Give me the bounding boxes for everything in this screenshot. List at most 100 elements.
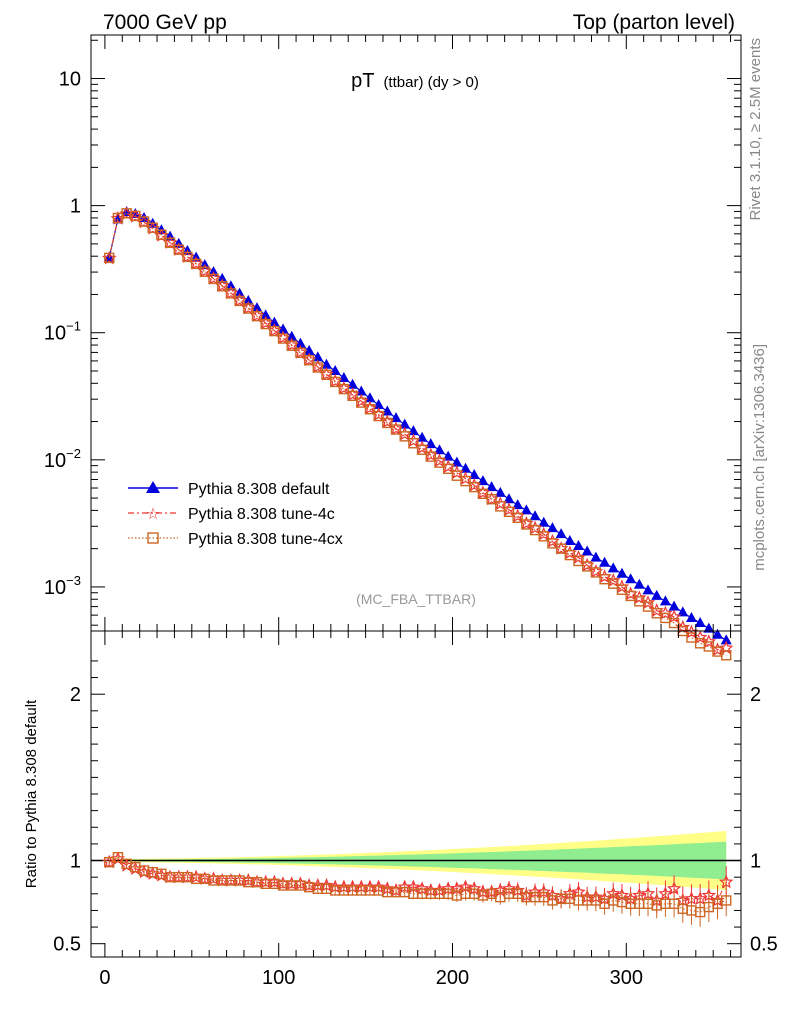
x-tick-label: 0 <box>99 967 110 989</box>
main-point-2 <box>547 538 558 549</box>
mcplots-label: mcplots.cern.ch [arXiv:1306.3436] <box>751 344 768 571</box>
main-point-0 <box>581 545 593 556</box>
main-point-2 <box>217 281 228 292</box>
x-tick-label: 300 <box>610 967 643 989</box>
main-point-2 <box>269 325 280 337</box>
legend-label-tune4c: Pythia 8.308 tune-4c <box>188 506 335 523</box>
main-point-2 <box>538 531 549 542</box>
main-point-0 <box>294 337 306 348</box>
ratio-y-tick-label-right: 0.5 <box>750 934 778 956</box>
main-point-0 <box>607 562 619 573</box>
main-point-2 <box>260 318 271 330</box>
main-point-2 <box>277 333 289 344</box>
main-point-0 <box>668 600 680 611</box>
main-point-0 <box>216 272 228 283</box>
main-point-2 <box>616 584 628 595</box>
ratio-y-axis-label: Ratio to Pythia 8.308 default <box>23 699 40 888</box>
main-point-2 <box>590 567 602 578</box>
main-point-0 <box>590 551 602 562</box>
main-point-2 <box>521 519 532 530</box>
x-tick-label: 200 <box>436 967 469 989</box>
main-point-2 <box>173 244 184 255</box>
main-point-2 <box>416 444 428 455</box>
ratio-point-1 <box>112 852 124 863</box>
main-point-0 <box>460 462 472 473</box>
main-point-2 <box>469 481 480 493</box>
main-point-2 <box>390 424 402 435</box>
main-point-2 <box>164 237 176 248</box>
main-point-2 <box>642 601 654 612</box>
main-point-2 <box>234 295 245 307</box>
main-point-0 <box>494 486 506 497</box>
legend-label-default: Pythia 8.308 default <box>188 481 330 498</box>
main-point-2 <box>477 488 489 500</box>
main-point-2 <box>451 470 463 481</box>
main-point-0 <box>399 418 411 429</box>
main-point-2 <box>364 404 376 415</box>
main-point-2 <box>182 251 193 263</box>
main-point-0 <box>712 628 724 639</box>
legend-item-default: Pythia 8.308 default <box>128 481 330 498</box>
main-point-0 <box>512 499 524 510</box>
main-point-2 <box>251 310 263 322</box>
main-point-2 <box>399 431 410 442</box>
main-point-2 <box>512 512 523 523</box>
main-point-2 <box>303 354 315 366</box>
main-point-2 <box>321 369 332 380</box>
main-point-2 <box>555 543 567 554</box>
main-point-2 <box>286 340 297 351</box>
ratio-axis-ticks: 0.5 0.5 1 1 2 2 <box>53 660 778 956</box>
main-point-0 <box>277 323 289 334</box>
main-point-0 <box>694 617 706 628</box>
ratio-series-line-0 <box>109 858 727 902</box>
main-point-2 <box>425 451 436 462</box>
main-point-0 <box>642 584 654 595</box>
main-point-2 <box>486 493 497 505</box>
main-y-tick-label: 10−3 <box>44 573 81 599</box>
ratio-y-tick-label-right: 2 <box>750 684 761 706</box>
main-point-2 <box>503 506 515 517</box>
main-point-0 <box>268 316 280 327</box>
main-point-2 <box>156 229 167 240</box>
main-point-0 <box>651 589 663 600</box>
main-point-0 <box>303 344 315 355</box>
main-point-0 <box>260 309 272 320</box>
main-point-0 <box>477 475 489 486</box>
main-point-2 <box>608 578 619 589</box>
main-point-0 <box>546 522 558 533</box>
main-y-tick-label: 10 <box>59 69 81 91</box>
main-point-2 <box>147 222 158 233</box>
main-point-2 <box>442 463 454 474</box>
main-y-tick-label: 1 <box>70 196 81 218</box>
header-left-label: 7000 GeV pp <box>103 11 227 34</box>
main-point-2 <box>208 273 219 285</box>
main-point-0 <box>242 294 254 305</box>
main-point-0 <box>633 578 645 589</box>
main-axis-ticks: 10 1 10−1 10−2 10−3 <box>44 39 741 626</box>
main-point-2 <box>347 390 358 401</box>
main-point-2 <box>190 258 202 270</box>
legend-marker-tune4cx <box>147 532 159 544</box>
main-point-2 <box>625 590 636 602</box>
main-point-0 <box>451 456 463 467</box>
main-point-0 <box>703 622 715 633</box>
main-point-2 <box>225 288 237 299</box>
rivet-version-label: Rivet 3.1.10, ≥ 2.5M events <box>747 38 764 221</box>
ratio-y-tick-label-left: 2 <box>70 684 81 706</box>
main-point-0 <box>555 528 567 539</box>
main-point-0 <box>659 595 671 606</box>
main-point-0 <box>286 330 298 341</box>
main-point-2 <box>199 266 211 277</box>
analysis-watermark: (MC_FBA_TTBAR) <box>356 591 476 607</box>
legend-item-tune4c: ☆ Pythia 8.308 tune-4c <box>128 504 335 523</box>
main-point-0 <box>616 567 628 578</box>
main-point-0 <box>520 504 532 515</box>
main-point-0 <box>685 611 697 622</box>
main-point-0 <box>320 358 332 369</box>
main-point-0 <box>312 351 324 362</box>
x-tick-label: 100 <box>262 967 295 989</box>
main-point-0 <box>564 534 576 545</box>
main-point-0 <box>573 539 584 550</box>
main-point-2 <box>434 457 445 468</box>
